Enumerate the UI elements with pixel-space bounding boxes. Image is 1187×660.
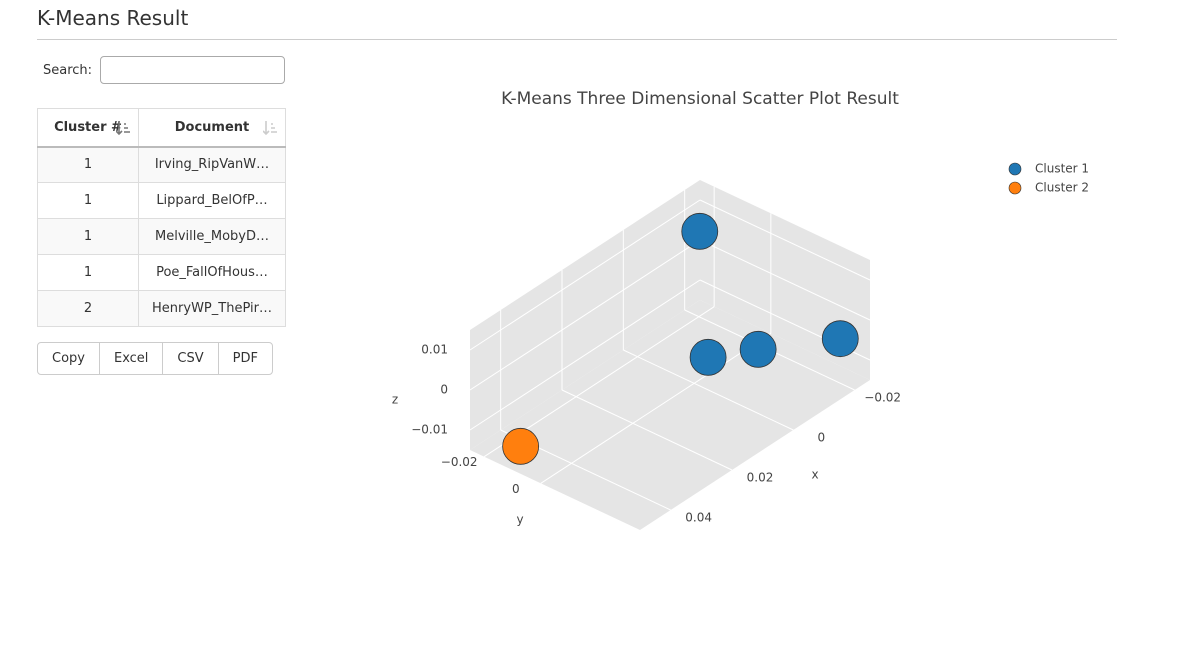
table-cell: 1	[37, 146, 139, 183]
result-table: Cluster # Document 1 Irving_RipVanW… 1 Lippa…	[37, 108, 286, 327]
x-axis-title: x	[811, 468, 818, 482]
table-row: 1 Poe_FallOfHous…	[37, 254, 286, 291]
table-row: 2 HenryWP_ThePir…	[37, 290, 286, 327]
x-tick-label: 0.02	[747, 471, 774, 485]
sort-lines	[124, 123, 130, 133]
table-cell: Lippard_BelOfP…	[138, 182, 286, 219]
z-tick-label: −0.01	[411, 423, 448, 437]
grid-line	[623, 349, 794, 431]
table-cell: Poe_FallOfHous…	[138, 254, 286, 291]
table-cell: 2	[37, 290, 139, 327]
point	[502, 427, 540, 465]
x-tick-label: 0	[818, 431, 826, 445]
x-tick-label: −0.02	[864, 391, 901, 405]
export-button[interactable]: Excel	[98, 342, 164, 375]
table-row: 1 Irving_RipVanW…	[37, 146, 286, 183]
grid-line	[699, 199, 871, 281]
sort-icon	[263, 121, 277, 136]
grid-line	[469, 239, 701, 391]
table-cell: 1	[37, 254, 139, 291]
sort-arrow	[116, 121, 123, 136]
x-tick-label: 0.04	[685, 511, 712, 525]
point	[681, 212, 719, 250]
sort-lines	[271, 123, 277, 133]
y-tick-label: −0.02	[441, 455, 478, 469]
column-header[interactable]: Document	[138, 108, 286, 148]
export-button[interactable]: PDF	[217, 342, 273, 375]
column-header[interactable]: Cluster #	[37, 108, 139, 148]
chart-title: K-Means Three Dimensional Scatter Plot R…	[501, 89, 899, 109]
grid-line	[469, 199, 701, 351]
z-tick-label: 0.01	[421, 343, 448, 357]
search-label: Search:	[43, 62, 93, 78]
table-row: 1 Lippard_BelOfP…	[37, 182, 286, 219]
search-input[interactable]	[100, 56, 286, 84]
legend-label: Cluster 1	[1035, 162, 1089, 176]
legend-label: Cluster 2	[1035, 181, 1089, 195]
z-axis-title: z	[392, 393, 398, 407]
table-cell: HenryWP_ThePir…	[138, 290, 286, 327]
grid-line	[469, 279, 701, 431]
point	[739, 330, 777, 368]
table-cell: Melville_MobyD…	[138, 218, 286, 255]
sort-arrow	[263, 121, 270, 136]
z-tick-label: 0	[440, 383, 448, 397]
scatter-3d-chart: K-Means Three Dimensional Scatter Plot R…	[392, 89, 1089, 530]
grid-line	[540, 332, 772, 484]
header-row: Cluster # Document	[37, 108, 286, 148]
table-cell: 1	[37, 218, 139, 255]
legend-marker	[1008, 162, 1022, 176]
table-cell: Irving_RipVanW…	[138, 146, 286, 183]
divider	[37, 39, 1117, 40]
table-cell: 1	[37, 182, 139, 219]
export-button[interactable]: Copy	[37, 342, 100, 375]
export-button[interactable]: CSV	[162, 342, 219, 375]
y-tick-label: 0	[512, 482, 520, 496]
sort-icon	[116, 121, 130, 136]
point	[689, 338, 727, 376]
table-row: 1 Melville_MobyD…	[37, 218, 286, 255]
table-body: 1 Irving_RipVanW… 1 Lippard_BelOfP… 1 Melvill…	[37, 146, 286, 327]
page-title: K-Means Result	[37, 6, 189, 30]
column-header-text: Document	[174, 119, 250, 135]
y-axis-title: y	[516, 513, 523, 527]
column-header-text: Cluster #	[54, 119, 122, 135]
legend-marker	[1008, 181, 1022, 195]
grid-line	[561, 389, 733, 471]
search: Search:	[43, 56, 286, 84]
grid-line	[699, 239, 871, 321]
scene	[469, 180, 871, 530]
export-buttons: Copy Excel CSV PDF	[37, 342, 273, 375]
point	[821, 320, 859, 358]
